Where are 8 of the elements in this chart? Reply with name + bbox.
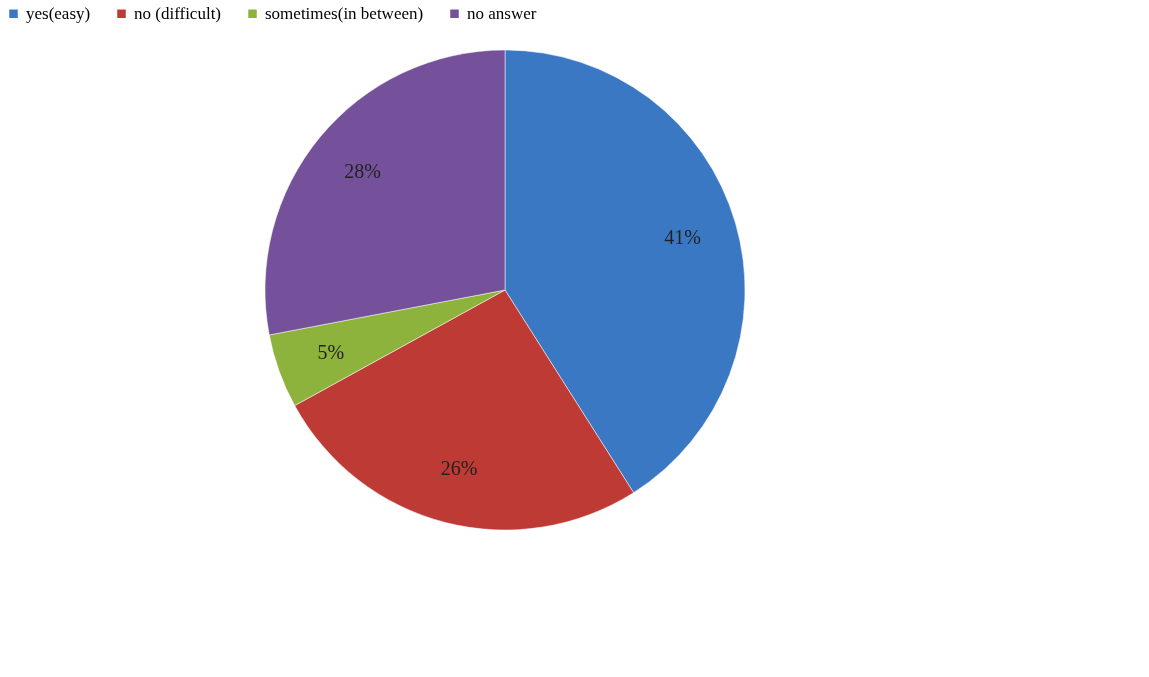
data-label: 26% (440, 457, 478, 480)
legend-label: no (difficult) (134, 3, 222, 23)
legend-label: yes(easy) (26, 3, 91, 23)
legend-label: sometimes(in between) (265, 3, 424, 23)
legend-label: no answer (467, 3, 537, 23)
data-label: 28% (344, 160, 381, 183)
data-label: 5% (317, 340, 345, 363)
data-label: 41% (664, 226, 701, 249)
